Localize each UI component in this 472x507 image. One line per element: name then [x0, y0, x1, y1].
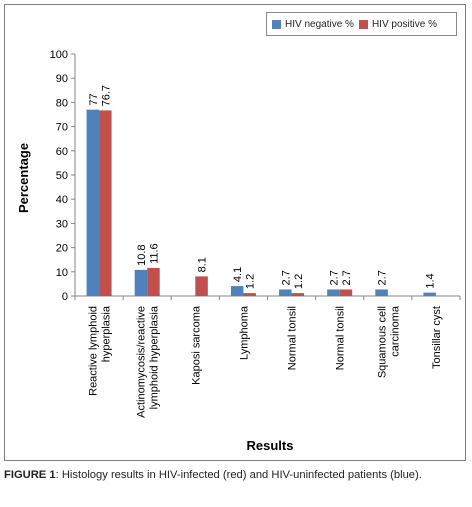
bar-hiv-negative [423, 292, 436, 296]
bar-hiv-positive [195, 276, 208, 296]
category-label: Actinomycosis/reactive lymphoid hyperplas… [136, 305, 161, 418]
bar-hiv-negative [86, 109, 100, 296]
x-axis [74, 295, 461, 300]
figure-caption: FIGURE 1: Histology results in HIV-infec… [4, 467, 466, 483]
category-label: Reactive lymphoid hyperplasia [88, 305, 113, 396]
category-label-line: Actinomycosis/reactive [136, 306, 148, 418]
bar-hiv-negative [279, 289, 292, 296]
bar-hiv-positive [99, 110, 112, 296]
bar-chart: 0 10 20 30 40 50 60 70 80 90 100 77 76.7 10.8 11.6 8.1… [16, 49, 461, 453]
bars [86, 109, 436, 296]
y-tick-label: 60 [56, 146, 68, 158]
legend-swatch-hiv-positive [358, 19, 368, 29]
legend-swatch-hiv-negative [272, 19, 281, 29]
data-label: 1.4 [425, 273, 437, 288]
y-axis: 0 10 20 30 40 50 60 70 80 90 100 [50, 49, 76, 303]
category-label-line: carcinoma [389, 305, 401, 357]
data-label: 2.7 [280, 270, 292, 285]
category-label: Lymphoma [238, 305, 250, 360]
caption-text: : Histology results in HIV-infected (red… [55, 469, 422, 481]
data-label: 76.7 [100, 85, 112, 106]
bar-hiv-negative [134, 269, 148, 296]
x-axis-title: Results [247, 438, 294, 453]
category-label: Normal tonsil [335, 306, 347, 370]
y-tick-label: 100 [50, 49, 68, 61]
data-label: 8.1 [197, 257, 209, 272]
legend-label-hiv-negative: HIV negative % [285, 18, 354, 30]
bar-hiv-negative [375, 289, 388, 296]
y-axis-title: Percentage [16, 143, 31, 213]
y-tick-label: 70 [56, 122, 68, 134]
category-label-line: Normal tonsil [287, 306, 299, 370]
category-label-line: Tonsillar cyst [431, 306, 443, 369]
category-label-line: Normal tonsil [335, 306, 347, 370]
data-label: 4.1 [232, 267, 244, 282]
category-label: Squamous cell carcinoma [376, 305, 401, 378]
y-tick-label: 90 [56, 73, 68, 85]
category-label-line: Lymphoma [238, 305, 250, 360]
category-label: Normal tonsil [287, 306, 299, 370]
category-label-line: Squamous cell [376, 306, 388, 378]
bar-hiv-negative [327, 289, 340, 296]
figure-frame [4, 4, 466, 461]
legend: HIV negative % HIV positive % [266, 12, 457, 36]
bar-hiv-positive [243, 293, 256, 296]
y-tick-label: 50 [56, 170, 68, 182]
bar-hiv-negative [230, 286, 244, 296]
legend-label-hiv-positive: HIV positive % [371, 18, 437, 30]
legend-item-hiv-positive: HIV positive % [358, 18, 437, 30]
bar-hiv-positive [147, 267, 160, 296]
legend-item-hiv-negative: HIV negative % [272, 19, 354, 30]
category-label-line: Kaposi sarcoma [190, 305, 202, 385]
y-tick-label: 0 [62, 291, 68, 303]
data-label: 10.8 [136, 244, 148, 265]
data-label: 77 [88, 93, 100, 105]
y-tick-label: 30 [56, 218, 68, 230]
data-labels: 77 76.710.8 11.68.14.1 1.2 2.7 1.2 2.7 2.7 2.7 1.… [88, 85, 437, 289]
caption-label: FIGURE 1 [4, 469, 56, 481]
data-label: 1.2 [293, 274, 305, 289]
category-label-line: lymphoid hyperplasia [149, 305, 161, 409]
data-label: 2.7 [341, 270, 353, 285]
category-label-line: Reactive lymphoid [88, 306, 100, 396]
data-label: 1.2 [245, 274, 257, 289]
data-label: 2.7 [328, 270, 340, 285]
y-tick-label: 20 [56, 243, 68, 255]
category-labels: Reactive lymphoid hyperplasia Actinomycosi… [88, 305, 443, 418]
bar-hiv-positive [339, 289, 353, 296]
y-tick-label: 40 [56, 194, 68, 206]
data-label: 11.6 [148, 243, 160, 264]
category-label: Tonsillar cyst [431, 306, 443, 369]
bar-hiv-positive [291, 293, 305, 296]
data-label: 2.7 [377, 270, 389, 285]
y-tick-label: 80 [56, 97, 68, 109]
category-label: Kaposi sarcoma [190, 305, 202, 385]
y-tick-label: 10 [56, 267, 68, 279]
category-label-line: hyperplasia [101, 305, 113, 362]
